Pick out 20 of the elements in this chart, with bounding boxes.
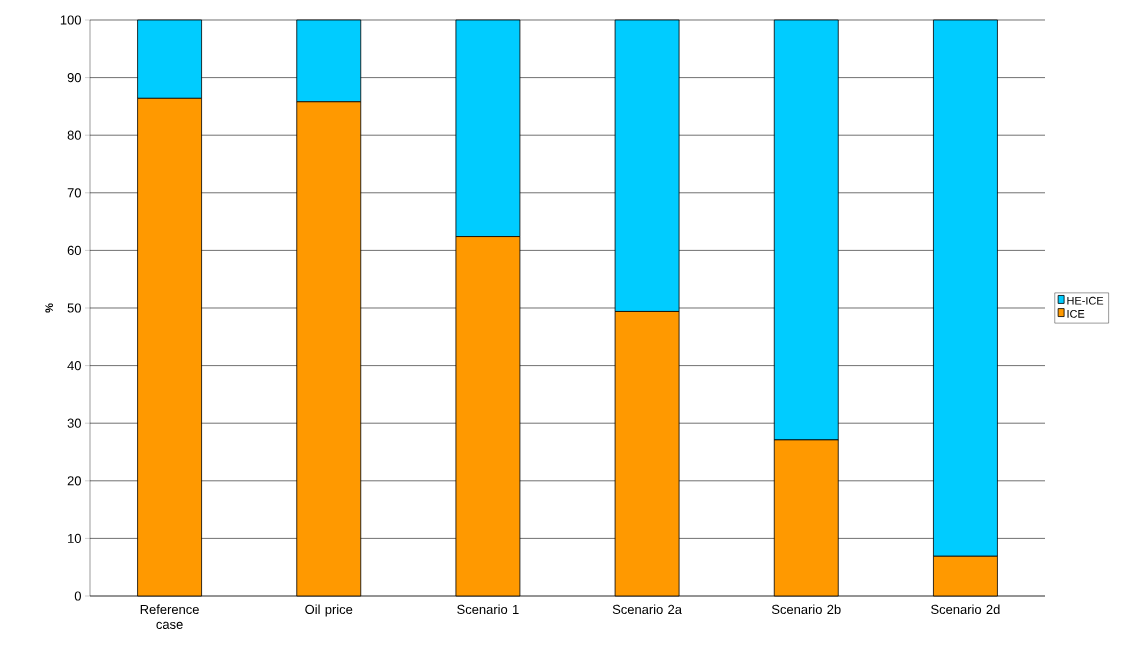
y-tick-label: 80 [67,130,81,140]
legend-label: ICE [1067,310,1085,318]
y-tick-label: 90 [67,73,81,83]
x-tick-label: Scenario 2d [931,604,1000,615]
y-tick-label: 20 [67,476,81,486]
x-tick-label: Oil price [305,604,353,617]
x-tick-label: Scenario 2a [612,604,682,615]
y-tick-label: 50 [67,303,81,313]
x-tick-label: Scenario 2b [771,604,841,615]
y-tick-label: 70 [67,188,81,198]
legend-label: HE-ICE [1067,296,1104,305]
x-tick-label: Reference case [140,604,199,629]
x-tick-label: Scenario 1 [457,604,519,615]
y-tick-label: 0 [74,591,81,601]
y-tick-label: 60 [67,245,81,255]
y-axis-title: % [45,303,54,313]
y-tick-label: 100 [60,15,81,25]
y-tick-label: 10 [68,533,81,543]
y-tick-label: 40 [67,361,81,371]
y-tick-label: 30 [67,418,81,428]
